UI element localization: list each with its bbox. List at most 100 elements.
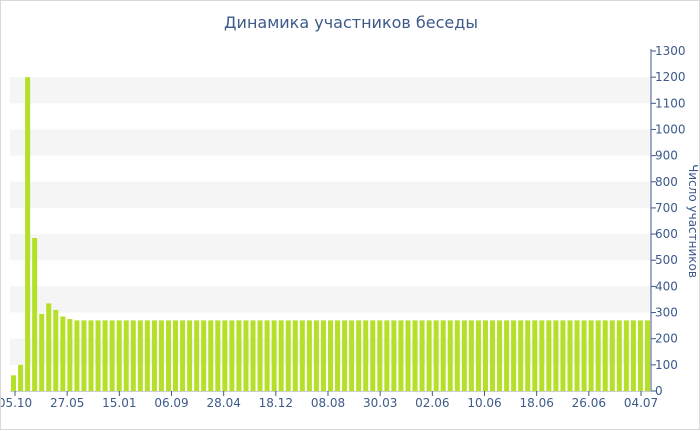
bar [88,320,94,391]
bar [349,320,355,391]
bar [25,77,31,392]
bar [53,309,59,391]
x-tick-label: 18.06 [519,396,553,410]
x-tick-label: 15.01 [102,396,136,410]
bar [454,320,460,391]
bar [250,320,256,391]
bar [511,320,517,391]
bar [623,320,629,391]
bar [532,320,538,391]
y-tick-label: 1000 [655,122,686,136]
bar [609,320,615,391]
bar [18,364,24,391]
bar [236,320,242,391]
bar [208,320,214,391]
bar [497,320,503,391]
bar [187,320,193,391]
bar [123,320,129,391]
bar [630,320,636,391]
bar [313,320,319,391]
bar [525,320,531,391]
grid-band [10,181,651,208]
x-tick-label: 27.05 [50,396,84,410]
bar [391,320,397,391]
x-tick-label: 30.03 [363,396,397,410]
bar [180,320,186,391]
grid-band [10,77,651,104]
grid-band [10,234,651,261]
bar [39,313,45,391]
bar [377,320,383,391]
bar [440,320,446,391]
bar [243,320,249,391]
y-tick-label: 1100 [655,96,686,110]
bar [67,319,73,391]
bar [482,320,488,391]
grid-band [10,129,651,156]
bar [95,320,101,391]
x-tick-label: 10.06 [467,396,501,410]
y-tick-label: 1300 [655,44,686,58]
bar [419,320,425,391]
y-tick-label: 100 [655,358,678,372]
bar [299,320,305,391]
grid-band [10,286,651,313]
y-tick-label: 700 [655,201,678,215]
bar [567,320,573,391]
bar [11,375,17,391]
bar [553,320,559,391]
y-axis: 0 100 200 300 400 500 600 700 800 900 1000 1100 1200… [650,44,686,398]
bar [384,320,390,391]
y-axis-title: Число участников [686,164,700,278]
bar [363,320,369,391]
y-tick-label: 1200 [655,70,686,84]
bar [264,320,270,391]
bar [588,320,594,391]
bar [370,320,376,391]
bar [546,320,552,391]
x-tick-label: 05.10 [1,396,32,410]
bar [158,320,164,391]
bar [637,320,643,391]
y-tick-label: 800 [655,175,678,189]
bar [151,320,157,391]
bar [194,320,200,391]
bar [173,320,179,391]
bar [130,320,136,391]
bar [74,320,80,391]
x-tick-label: 08.08 [311,396,345,410]
bar [201,320,207,391]
bar [342,320,348,391]
bar [602,320,608,391]
bar [504,320,510,391]
bar [335,320,341,391]
bar [81,320,87,391]
bar-series [11,77,650,392]
bar [271,320,277,391]
x-tick-label: 28.04 [206,396,240,410]
bar [285,320,291,391]
y-tick-label: 200 [655,332,678,346]
y-tick-label: 0 [655,384,663,398]
x-tick-label: 02.06 [415,396,449,410]
y-tick-label: 600 [655,227,678,241]
bar [447,320,453,391]
x-tick-label: 06.09 [154,396,188,410]
bar [468,320,474,391]
bar [560,320,566,391]
bar [292,320,298,391]
bar [327,320,334,391]
chart-title: Динамика участников беседы [224,13,478,32]
bar [581,320,587,391]
bar [229,320,235,391]
bar [398,320,404,391]
bar [475,320,481,391]
bar [320,320,326,391]
bar [644,320,650,391]
bar [412,320,418,391]
bar [518,320,524,391]
bar [306,320,312,391]
bar [60,316,66,391]
